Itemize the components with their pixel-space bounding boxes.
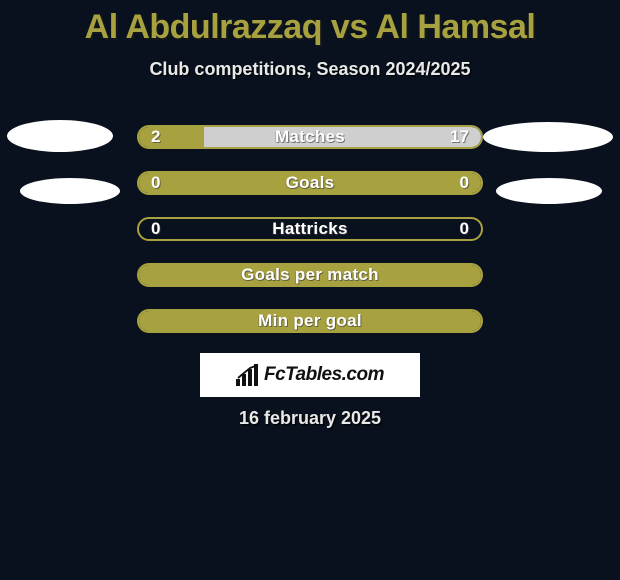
stat-row: Goals0 0	[137, 171, 483, 195]
stat-row: Min per goal	[137, 309, 483, 333]
player-left-silhouette-top	[7, 120, 113, 152]
logo: FcTables.com	[236, 364, 384, 386]
stat-value-left: 2	[151, 127, 160, 147]
stat-row: Matches2 17	[137, 125, 483, 149]
stat-value-left: 0	[151, 219, 160, 239]
date-label: 16 february 2025	[0, 408, 620, 429]
stat-value-right: 0	[460, 173, 469, 193]
stat-label: Goals per match	[139, 265, 481, 285]
stat-label: Matches	[139, 127, 481, 147]
stat-value-right: 17	[450, 127, 469, 147]
stat-row: Hattricks0 0	[137, 217, 483, 241]
player-right-silhouette-mid	[496, 178, 602, 204]
player-left-silhouette-mid	[20, 178, 120, 204]
stat-bars: Matches217Goals00Hattricks00Goals per ma…	[137, 125, 483, 355]
comparison-card: Al Abdulrazzaq vs Al Hamsal Club competi…	[0, 0, 620, 580]
stat-label: Min per goal	[139, 311, 481, 331]
stat-value-right: 0	[460, 219, 469, 239]
player-right-silhouette-top	[483, 122, 613, 152]
page-title: Al Abdulrazzaq vs Al Hamsal	[0, 0, 620, 47]
stat-label: Goals	[139, 173, 481, 193]
stat-value-left: 0	[151, 173, 160, 193]
logo-text: FcTables.com	[264, 364, 384, 386]
subtitle: Club competitions, Season 2024/2025	[0, 59, 620, 80]
stat-row: Goals per match	[137, 263, 483, 287]
stat-label: Hattricks	[139, 219, 481, 239]
fctables-icon	[236, 364, 260, 386]
logo-box: FcTables.com	[200, 353, 420, 397]
